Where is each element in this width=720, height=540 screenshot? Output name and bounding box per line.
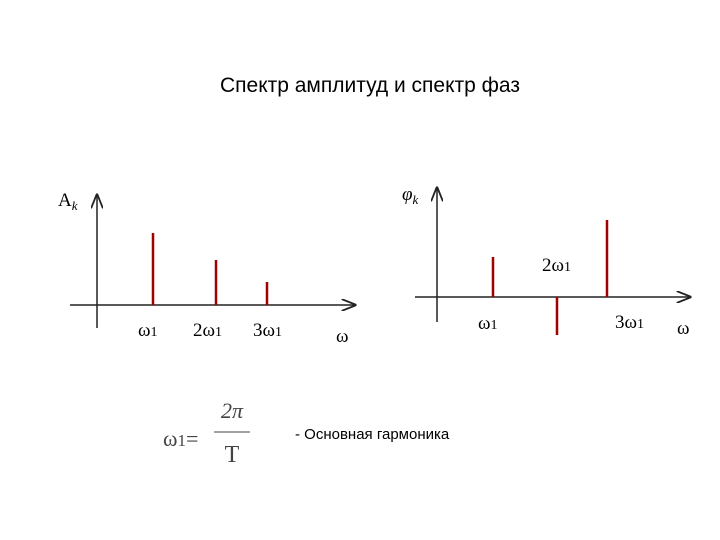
harmonic-label: ω1 [478,313,498,334]
harmonic-label: 3ω1 [615,312,644,333]
harmonic-label: 3ω1 [253,320,282,341]
formula-lhs: ω1= [163,426,198,451]
denominator: T [225,442,240,468]
x-axis-label: ω [336,326,349,347]
phase-diagram: φk ω1 2ω1 3ω1 ω [402,184,690,339]
formula: ω1= 2π T [163,398,250,468]
slide-title: Спектр амплитуд и спектр фаз [220,74,520,97]
harmonic-label: 2ω1 [193,320,222,341]
numerator: 2π [221,398,244,423]
x-axis-label: ω [677,318,690,339]
harmonic-label: 2ω1 [542,255,571,276]
axis-label: φk [402,184,419,207]
axis-label: Ak [58,190,78,213]
harmonic-label: ω1 [138,320,158,341]
caption: - Основная гармоника [295,426,450,443]
amplitude-diagram: Ak ω1 2ω1 3ω1 ω [58,190,355,347]
